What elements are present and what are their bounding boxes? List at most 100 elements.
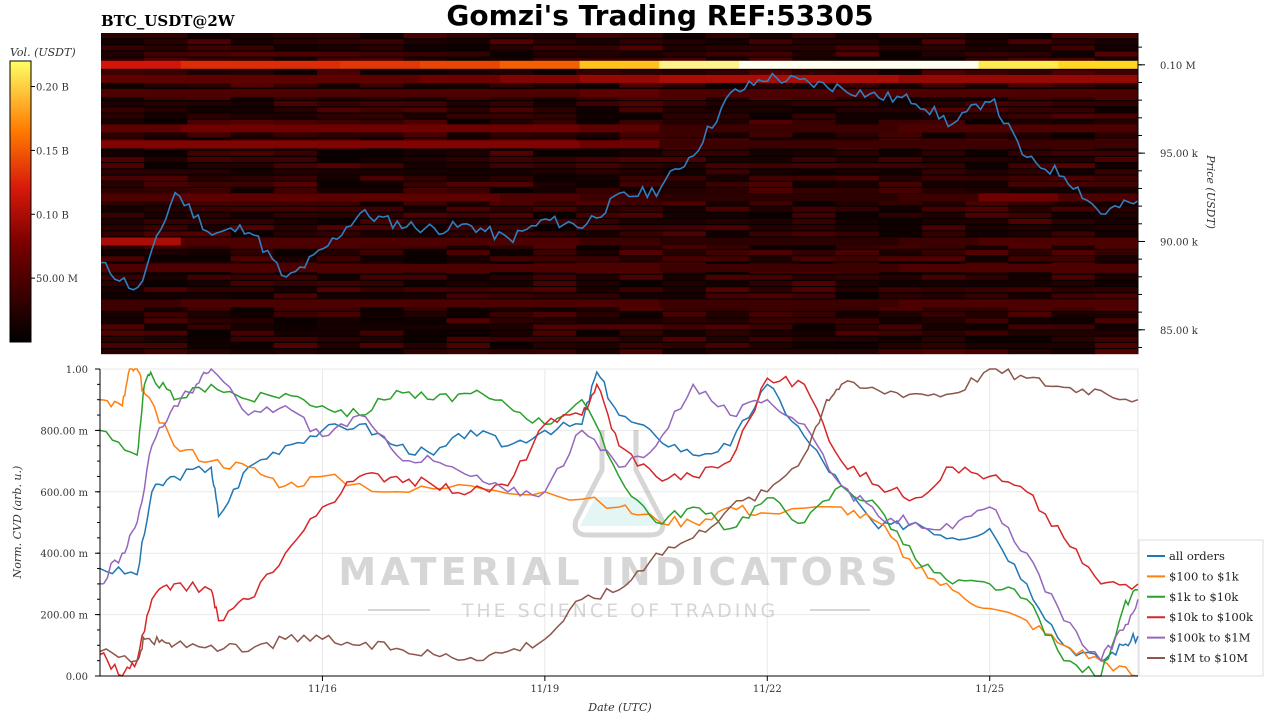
heatmap-cell [662,39,707,45]
heatmap-cell [749,305,793,311]
heatmap-cell [489,225,534,231]
heatmap-cell [273,206,318,212]
heatmap-band-segment [420,299,501,308]
heatmap-cell [273,256,318,262]
heatmap-cell [1008,119,1053,125]
heatmap-cell [230,250,275,255]
heatmap-cell [965,57,1009,63]
heatmap-cell [533,39,577,45]
heatmap-cell [273,281,318,286]
heatmap-cell [1051,206,1096,212]
heatmap-cell [835,119,880,125]
heatmap-band-segment [340,237,421,246]
heatmap-cell [144,281,188,286]
heatmap-cell [576,287,620,293]
watermark-title: MATERIAL INDICATORS [338,550,901,594]
heatmap-cell [878,188,923,193]
heatmap-cell [489,132,534,138]
legend-box [1138,539,1264,677]
heatmap-cell [403,51,448,57]
heatmap-cell [230,256,275,262]
heatmap-cell [533,95,577,100]
heatmap-cell [187,45,232,51]
heatmap-cell [230,33,275,38]
heatmap-cell [230,169,275,175]
heatmap-cell [101,256,145,262]
colorbar-tick-label: 0.15 B [36,146,69,157]
heatmap-cell [1051,324,1096,330]
heatmap-cell [187,107,232,113]
heatmap-cell [446,250,491,255]
heatmap-cell [1051,45,1096,51]
heatmap-cell [273,212,318,218]
heatmap-cell [489,101,534,107]
heatmap-cell [101,95,145,100]
heatmap-cell [273,107,318,113]
heatmap-cell [705,225,750,231]
heatmap-cell [446,82,491,88]
heatmap-cell [749,250,793,255]
heatmap-cell [619,175,664,181]
heatmap-cell [878,101,923,107]
heatmap-cell [187,181,232,187]
heatmap-cell [1094,57,1139,63]
chart-title: Gomzi's Trading REF:53305 [446,0,873,32]
legend-label: all orders [1169,549,1225,563]
heatmap-cell [576,305,620,311]
heatmap-cell [749,330,793,336]
heatmap-cell [187,212,232,218]
heatmap-cell [101,175,145,181]
heatmap-cell [878,231,923,237]
heatmap-cell [662,51,707,57]
heatmap-cell [360,243,404,249]
heatmap-cell [792,349,837,355]
heatmap-cell [749,51,793,57]
heatmap-cell [230,95,275,100]
heatmap-cell [317,219,361,224]
heatmap-cell [921,132,966,138]
heatmap-cell [1094,287,1139,293]
heatmap-cell [273,324,318,330]
heatmap-cell [273,175,318,181]
heatmap-band-segment [260,299,341,308]
heatmap-cell [1008,312,1053,317]
heatmap-cell [921,119,966,125]
heatmap-cell [662,281,707,286]
heatmap-cell [1008,181,1053,187]
heatmap-cell [403,157,448,162]
heatmap-cell [360,206,404,212]
heatmap-cell [101,188,145,193]
heatmap-cell [317,318,361,324]
heatmap-cell [317,293,361,299]
heatmap-cell [230,45,275,51]
heatmap-cell [576,243,620,249]
heatmap-cell [576,256,620,262]
heatmap-cell [705,175,750,181]
heatmap-cell [187,250,232,255]
heatmap-cell [965,281,1009,286]
heatmap-cell [576,281,620,286]
heatmap-cell [749,219,793,224]
heatmap-cell [576,101,620,107]
heatmap-cell [317,181,361,187]
heatmap-cell [403,212,448,218]
heatmap-cell [273,150,318,156]
heatmap-band-segment [420,74,501,83]
series-line-1M_10M [99,368,1139,663]
heatmap-cell [835,95,880,100]
heatmap-cell [792,157,837,162]
heatmap-cell [230,188,275,193]
heatmap-cell [662,188,707,193]
heatmap-cell [1051,287,1096,293]
series-line-100_1k [99,368,1139,677]
heatmap-cell [662,181,707,187]
heatmap-cell [273,95,318,100]
heatmap-cell [360,200,404,206]
heatmap-cell [749,225,793,231]
heatmap-cell [230,150,275,156]
colorbar-tick-label: 0.10 B [36,210,69,221]
heatmap-cell [792,200,837,206]
heatmap-cell [619,113,664,119]
heatmap-cell [317,57,361,63]
heatmap-cell [273,250,318,255]
